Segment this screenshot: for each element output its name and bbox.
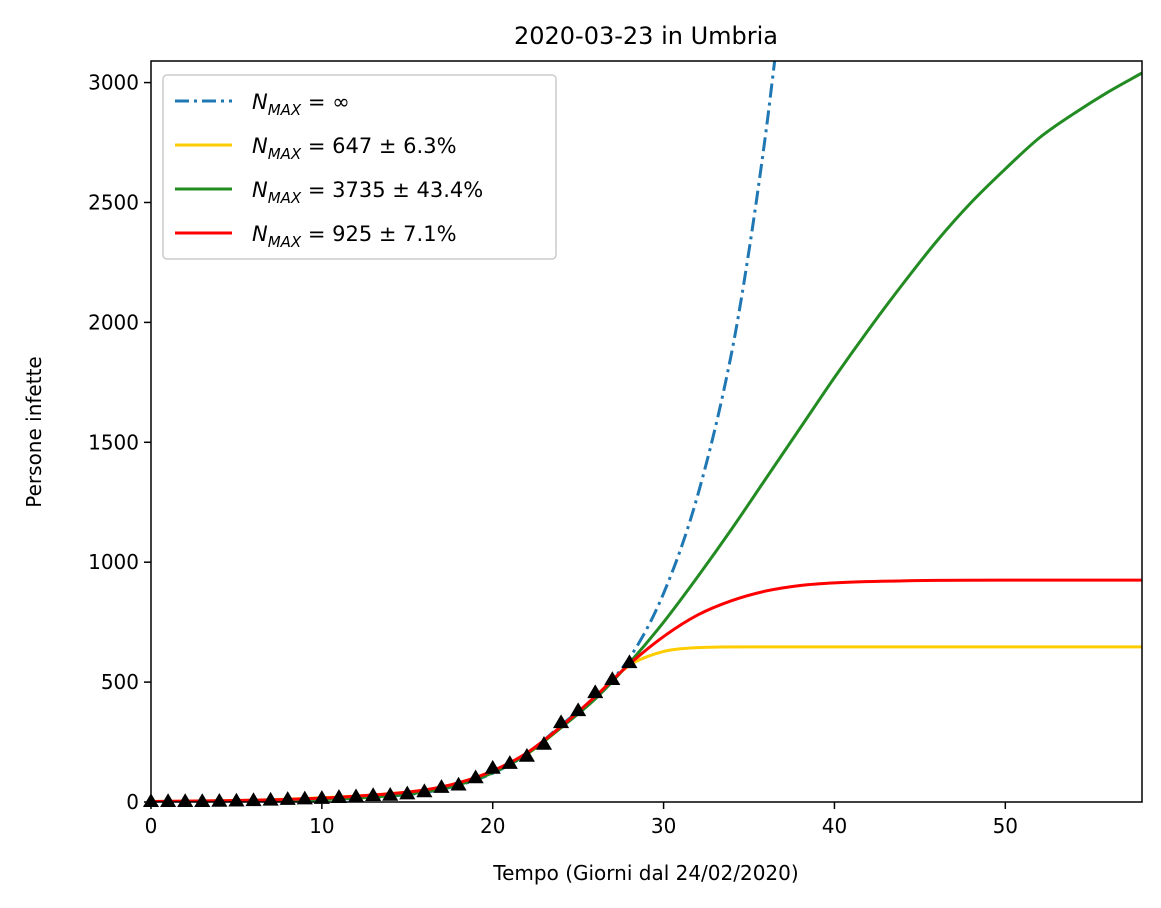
data-point-marker — [501, 755, 518, 769]
data-point-marker — [194, 793, 211, 808]
x-tick-label: 30 — [651, 814, 676, 838]
data-point-marker — [177, 793, 194, 808]
data-point-marker — [552, 714, 570, 729]
y-tick-label: 2500 — [88, 190, 139, 214]
chart-title: 2020-03-23 in Umbria — [514, 22, 778, 50]
x-axis-label: Tempo (Giorni dal 24/02/2020) — [492, 861, 798, 885]
x-tick-label: 40 — [822, 814, 847, 838]
plot-frame — [150, 60, 1143, 803]
y-tick-label: 1000 — [88, 550, 139, 574]
legend-entry-3: NMAX = 3735 ± 43.4% — [252, 178, 483, 207]
data-point-marker — [382, 787, 399, 801]
x-tick-label: 50 — [993, 814, 1018, 838]
data-point-marker — [330, 789, 348, 803]
x-axis: 0 10 20 30 40 50 — [145, 802, 1018, 838]
data-point-marker — [518, 747, 535, 762]
y-tick-label: 2000 — [88, 310, 139, 334]
data-point-marker — [399, 785, 416, 800]
legend-box — [162, 74, 557, 260]
data-point-marker — [347, 788, 365, 803]
y-axis: 0 500 1000 1500 2000 2500 3000 — [88, 71, 151, 814]
data-point-marker — [365, 787, 382, 802]
data-point-marker — [228, 792, 245, 807]
data-point-marker — [484, 759, 501, 774]
legend-entry-2: NMAX = 647 ± 6.3% — [252, 134, 457, 163]
y-tick-label: 0 — [126, 790, 139, 814]
data-point-marker — [160, 793, 177, 808]
legend-entry-1: NMAX = ∞ — [252, 90, 350, 119]
x-tick-label: 0 — [145, 814, 158, 838]
data-point-marker — [535, 735, 553, 750]
y-tick-label: 3000 — [88, 71, 139, 95]
y-tick-label: 500 — [101, 670, 139, 694]
legend-entry-4: NMAX = 925 ± 7.1% — [252, 222, 457, 251]
data-point-marker — [587, 684, 604, 699]
data-point-marker — [211, 793, 228, 807]
data-point-marker — [570, 702, 587, 717]
data-point-marker — [433, 779, 450, 793]
x-tick-label: 20 — [480, 814, 505, 838]
data-point-marker — [416, 783, 433, 798]
data-point-marker — [313, 790, 330, 804]
x-tick-label: 10 — [309, 814, 334, 838]
y-axis-label: Persone infette — [22, 356, 46, 507]
data-point-marker — [621, 654, 638, 669]
legend: NMAX = ∞ NMAX = 647 ± 6.3% NMAX = 3735 ± 4… — [162, 74, 557, 260]
data-point-marker — [467, 769, 484, 784]
data-point-marker — [296, 790, 313, 805]
data-point-marker — [604, 671, 621, 685]
data-point-marker — [450, 776, 467, 791]
y-tick-label: 1500 — [88, 430, 139, 454]
